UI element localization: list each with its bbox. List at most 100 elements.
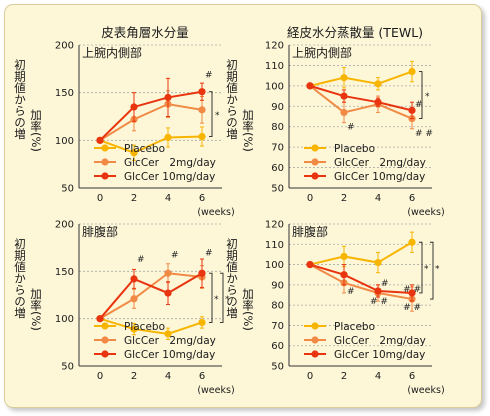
panel-tewl-calf-y-tick-label: 100 <box>265 260 284 271</box>
panel-tewl-calf-x-unit-label: (weeks) <box>407 385 444 396</box>
panel-tewl-calf-legend-swatch-dot <box>311 350 319 358</box>
panel-tewl-arm-legend-swatch-dot <box>311 172 319 180</box>
panel-hydration-calf-legend-label: Placebo <box>124 321 165 333</box>
panel-tewl-calf-series-line-2 <box>309 263 413 294</box>
panel-tewl-arm-series-line-0 <box>309 70 413 87</box>
panel-tewl-arm-x-unit-label: (weeks) <box>407 207 444 218</box>
panel-tewl-calf-hash-mark: # # <box>370 297 388 307</box>
panel-tewl-arm-series-line-2 <box>309 84 413 112</box>
panel-tewl-calf-legend-label: Placebo <box>334 321 375 333</box>
panel-tewl-calf-legend-label: GlcCer 10mg/day <box>334 349 425 361</box>
panel-tewl-arm-x-tick-label: 6 <box>409 193 415 204</box>
panel-hydration-calf-series-point-0 <box>130 325 138 333</box>
panel-tewl-calf-legend-swatch-dot <box>311 322 319 330</box>
panel-tewl-calf-series-point-0 <box>340 252 348 261</box>
panel-hydration-calf-series-point-1 <box>130 295 138 303</box>
panel-tewl-calf-y-tick-label: 110 <box>265 240 284 251</box>
panel-tewl-calf-x-tick-label: 6 <box>409 371 415 382</box>
panel-tewl-calf-y-tick-label: 80 <box>271 301 284 312</box>
panel-hydration-arm-series-line-0 <box>99 135 203 154</box>
panel-hydration-calf-series-point-2 <box>130 275 138 283</box>
figure-card <box>4 4 482 408</box>
panel-hydration-arm-x-tick-label: 0 <box>97 193 103 204</box>
panel-tewl-arm-subtitle: 上腕内側部 <box>292 45 352 60</box>
panel-tewl-arm-hash-mark: # # <box>415 129 433 139</box>
panel-tewl-calf-hash-mark: # # <box>403 303 421 313</box>
panel-tewl-calf-legend-label: GlcCer 2mg/day <box>334 335 426 347</box>
panel-hydration-arm-series-point-0 <box>198 132 206 141</box>
panel-tewl-arm-hash-mark: # <box>347 123 355 133</box>
panel-tewl-calf-y-tick-label: 90 <box>271 280 284 291</box>
panel-tewl-arm-y-label: 初期値からの増 <box>225 58 239 140</box>
panel-hydration-calf-x-tick-label: 6 <box>199 371 205 382</box>
panel-tewl-calf-series-point-2 <box>374 287 382 295</box>
panel-hydration-calf-x-tick-label: 2 <box>131 371 137 382</box>
panel-tewl-arm-significance-mark: * <box>425 92 430 102</box>
panel-hydration-calf-significance-bracket-outer <box>220 272 224 323</box>
panel-hydration-arm-x-tick-label: 4 <box>165 193 171 204</box>
panel-hydration-calf-significance-bracket-inner <box>209 272 213 323</box>
panel-tewl-arm-y-tick-label: 110 <box>265 61 284 72</box>
panel-tewl-calf-y-tick-label: 120 <box>265 220 284 231</box>
panel-tewl-arm-series-line-1 <box>309 85 413 120</box>
panel-hydration-calf-y-tick-label: 100 <box>55 314 74 325</box>
panel-hydration-arm-x-tick-label: 6 <box>199 193 205 204</box>
panel-tewl-arm-x-tick-label: 0 <box>307 193 313 204</box>
panel-hydration-calf-y-tick-label: 150 <box>55 267 74 278</box>
panel-hydration-calf-subtitle: 腓腹部 <box>82 224 118 239</box>
panel-hydration-arm-hash-mark: # <box>205 71 213 81</box>
panel-tewl-arm-y-tick-label: 50 <box>271 184 284 195</box>
panel-tewl-arm-series-point-2 <box>408 106 416 114</box>
panel-tewl-arm-legend-label: GlcCer 2mg/day <box>334 157 426 169</box>
panel-hydration-calf-significance-mark-inner: * <box>214 295 219 305</box>
panel-hydration-arm-series-point-1 <box>198 106 206 114</box>
panel-hydration-calf-series-point-2 <box>96 315 104 323</box>
panel-tewl-calf-subtitle: 腓腹部 <box>292 224 328 239</box>
panel-tewl-calf-hash-mark: # # <box>403 285 421 295</box>
panel-hydration-arm-y-tick-label: 150 <box>55 88 74 99</box>
panel-tewl-arm-series-point-0 <box>340 74 348 82</box>
panel-tewl-calf-series-line-1 <box>309 263 413 301</box>
panel-hydration-calf-y-tick-label: 50 <box>61 362 74 373</box>
panel-tewl-arm-series-point-0 <box>374 80 382 88</box>
panel-hydration-arm-y-tick-label: 200 <box>55 41 74 52</box>
panel-hydration-arm-series-point-0 <box>164 133 172 142</box>
panel-tewl-calf-x-tick-label: 2 <box>341 371 347 382</box>
panel-hydration-calf-hash-mark: # <box>137 255 145 265</box>
panel-tewl-calf-significance-mark-outer: * <box>435 265 440 275</box>
panel-tewl-calf-y-tick-label: 70 <box>271 321 284 332</box>
panel-tewl-calf-series-point-2 <box>340 271 348 279</box>
panel-tewl-arm-y-tick-label: 70 <box>271 143 284 154</box>
panel-tewl-arm-x-tick-label: 2 <box>341 193 347 204</box>
panel-tewl-arm-y-tick-label: 90 <box>271 102 284 113</box>
panel-tewl-calf-series-point-2 <box>306 260 314 269</box>
panel-tewl-arm-series-point-2 <box>306 82 314 90</box>
panel-hydration-arm-legend-swatch-dot <box>101 172 109 180</box>
panel-hydration-arm-series-point-2 <box>198 88 206 96</box>
panel-hydration-calf-x-tick-label: 4 <box>165 371 171 382</box>
panel-tewl-calf-hash-mark: # <box>347 287 355 297</box>
panel-tewl-arm-legend-swatch-dot <box>311 144 319 152</box>
panel-tewl-calf-series-point-2 <box>408 289 416 297</box>
panel-hydration-calf-significance-mark-outer: * <box>225 295 230 305</box>
panel-tewl-arm-y-label-cont: 加率(%) <box>241 109 255 152</box>
panel-hydration-calf-series-line-0 <box>99 317 203 335</box>
panel-hydration-arm-y-label-cont: 加率(%) <box>29 109 43 152</box>
panel-hydration-calf-x-tick-label: 0 <box>97 371 103 382</box>
panel-tewl-calf-y-tick-label: 60 <box>271 341 284 352</box>
panel-tewl-calf-hash-mark: # <box>381 279 389 289</box>
panel-tewl-calf-y-tick-label: 50 <box>271 362 284 373</box>
column-title-hydration: 皮表角層水分量 <box>101 25 189 40</box>
panel-hydration-calf-series-line-2 <box>99 272 203 320</box>
panel-hydration-arm-series-point-2 <box>130 103 138 111</box>
column-title-tewl: 経皮水分蒸散量 (TEWL) <box>287 25 423 40</box>
panel-hydration-arm-series-point-2 <box>96 136 104 144</box>
panel-tewl-calf-series-line-0 <box>309 241 413 266</box>
panel-hydration-arm-x-unit-label: (weeks) <box>197 207 234 218</box>
panel-hydration-calf-series-point-2 <box>198 269 206 277</box>
panel-hydration-arm-legend-swatch-dot <box>101 144 109 152</box>
panel-tewl-arm-series-point-0 <box>408 67 416 76</box>
panel-tewl-calf-x-tick-label: 4 <box>375 371 381 382</box>
panel-tewl-arm-series-point-2 <box>374 98 382 106</box>
